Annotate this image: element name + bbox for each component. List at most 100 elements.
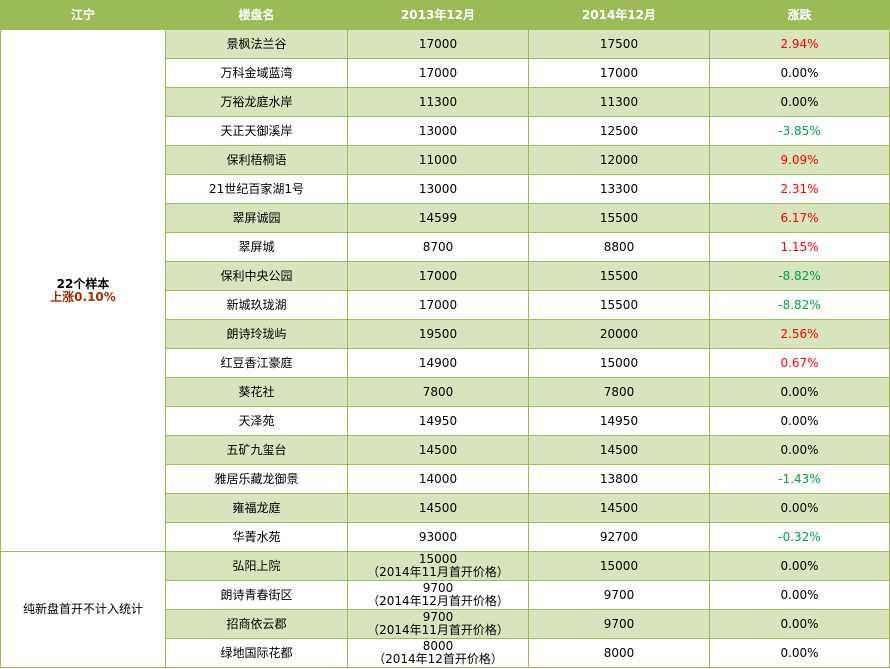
price-change: 0.00% xyxy=(709,609,890,639)
sample-count: 22个样本 xyxy=(56,276,110,291)
table-row: 新城玖珑湖 17000 15500 -8.82% xyxy=(1,290,890,320)
price-2013: 17000 xyxy=(347,290,529,320)
opening-note: （2014年11月首开价格） xyxy=(367,565,509,579)
table-row: 雍福龙庭 14500 14500 0.00% xyxy=(1,493,890,523)
price-change: 0.67% xyxy=(709,348,890,378)
opening-price: 9700 xyxy=(422,581,454,595)
price-2014: 8000 xyxy=(528,638,710,668)
price-change: 0.00% xyxy=(709,406,890,436)
price-2014: 14500 xyxy=(528,493,710,523)
price-2013: 93000 xyxy=(347,522,529,552)
price-change: -0.32% xyxy=(709,522,890,552)
price-change: 0.00% xyxy=(709,638,890,668)
project-name: 天泽苑 xyxy=(165,406,348,436)
project-name: 红豆香江豪庭 xyxy=(165,348,348,378)
table-row-new: 绿地国际花都 8000 （2014年12首开价格） 8000 0.00% xyxy=(1,638,890,668)
price-2014: 92700 xyxy=(528,522,710,552)
project-name: 华菁水苑 xyxy=(165,522,348,552)
header-2014: 2014年12月 xyxy=(528,0,710,30)
project-name: 五矿九玺台 xyxy=(165,435,348,465)
project-name: 万裕龙庭水岸 xyxy=(165,87,348,117)
price-change: 2.31% xyxy=(709,174,890,204)
table-row: 华菁水苑 93000 92700 -0.32% xyxy=(1,522,890,552)
project-name: 天正天御溪岸 xyxy=(165,116,348,146)
price-2014: 15500 xyxy=(528,203,710,233)
price-2014: 15000 xyxy=(528,551,710,581)
price-change: 0.00% xyxy=(709,580,890,610)
price-2014: 15000 xyxy=(528,348,710,378)
project-name: 绿地国际花都 xyxy=(165,638,348,668)
price-change: -8.82% xyxy=(709,261,890,291)
table-row: 21世纪百家湖1号 13000 13300 2.31% xyxy=(1,174,890,204)
price-2013: 14000 xyxy=(347,464,529,494)
price-2014: 20000 xyxy=(528,319,710,349)
price-2013-opening: 9700 （2014年11月首开价格） xyxy=(347,609,529,639)
table-row: 五矿九玺台 14500 14500 0.00% xyxy=(1,435,890,465)
price-2014: 13800 xyxy=(528,464,710,494)
table-row: 保利中央公园 17000 15500 -8.82% xyxy=(1,261,890,291)
header-project: 楼盘名 xyxy=(165,0,348,30)
opening-price: 15000 xyxy=(418,552,458,566)
project-name: 景枫法兰谷 xyxy=(165,29,348,59)
average-change: 上涨0.10% xyxy=(50,289,116,304)
table-row: 万裕龙庭水岸 11300 11300 0.00% xyxy=(1,87,890,117)
price-2013: 11300 xyxy=(347,87,529,117)
opening-price: 9700 xyxy=(422,610,454,624)
project-name: 保利梧桐语 xyxy=(165,145,348,175)
price-change: -8.82% xyxy=(709,290,890,320)
price-2013: 7800 xyxy=(347,377,529,407)
table-row: 22个样本 上涨0.10% 景枫法兰谷 17000 17500 2.94% xyxy=(0,29,890,552)
price-2013-opening: 9700 （2014年12月首开价格） xyxy=(347,580,529,610)
price-2013: 19500 xyxy=(347,319,529,349)
price-2014: 8800 xyxy=(528,232,710,262)
project-name: 朗诗玲珑屿 xyxy=(165,319,348,349)
price-change: 1.15% xyxy=(709,232,890,262)
table-row: 葵花社 7800 7800 0.00% xyxy=(1,377,890,407)
price-2013: 17000 xyxy=(347,29,529,59)
price-2013: 13000 xyxy=(347,116,529,146)
header-row: 江宁 楼盘名 2013年12月 2014年12月 涨跌 xyxy=(0,0,890,30)
price-change: 0.00% xyxy=(709,493,890,523)
new-projects-note: 纯新盘首开不计入统计 xyxy=(0,551,166,668)
project-name: 万科金域蓝湾 xyxy=(165,58,348,88)
price-change: 0.00% xyxy=(709,551,890,581)
project-name: 雅居乐藏龙御景 xyxy=(165,464,348,494)
price-2014: 9700 xyxy=(528,580,710,610)
price-change: 9.09% xyxy=(709,145,890,175)
project-name: 招商依云郡 xyxy=(165,609,348,639)
price-2014: 12000 xyxy=(528,145,710,175)
table-row: 天正天御溪岸 13000 12500 -3.85% xyxy=(1,116,890,146)
price-2013: 14900 xyxy=(347,348,529,378)
table-row: 万科金域蓝湾 17000 17000 0.00% xyxy=(1,58,890,88)
project-name: 朗诗青春街区 xyxy=(165,580,348,610)
table-row: 雅居乐藏龙御景 14000 13800 -1.43% xyxy=(1,464,890,494)
price-2013: 14599 xyxy=(347,203,529,233)
price-change: -1.43% xyxy=(709,464,890,494)
opening-note: （2014年12月首开价格） xyxy=(367,594,509,608)
project-name: 21世纪百家湖1号 xyxy=(165,174,348,204)
price-2013-opening: 8000 （2014年12首开价格） xyxy=(347,638,529,668)
project-name: 保利中央公园 xyxy=(165,261,348,291)
price-2014: 14500 xyxy=(528,435,710,465)
price-2013: 17000 xyxy=(347,58,529,88)
project-name: 翠屏诚园 xyxy=(165,203,348,233)
project-name: 雍福龙庭 xyxy=(165,493,348,523)
price-2014: 7800 xyxy=(528,377,710,407)
opening-note: （2014年12首开价格） xyxy=(373,652,503,666)
price-change: 2.56% xyxy=(709,319,890,349)
project-name: 弘阳上院 xyxy=(165,551,348,581)
opening-note: （2014年11月首开价格） xyxy=(367,623,509,637)
price-change: 0.00% xyxy=(709,377,890,407)
price-2013-opening: 15000 （2014年11月首开价格） xyxy=(347,551,529,581)
price-2014: 12500 xyxy=(528,116,710,146)
price-change: 2.94% xyxy=(709,29,890,59)
header-change: 涨跌 xyxy=(709,0,890,30)
project-name: 新城玖珑湖 xyxy=(165,290,348,320)
table-row: 保利梧桐语 11000 12000 9.09% xyxy=(1,145,890,175)
header-district: 江宁 xyxy=(0,0,166,30)
table-row: 天泽苑 14950 14950 0.00% xyxy=(1,406,890,436)
project-name: 葵花社 xyxy=(165,377,348,407)
table-row: 朗诗玲珑屿 19500 20000 2.56% xyxy=(1,319,890,349)
project-name: 翠屏城 xyxy=(165,232,348,262)
